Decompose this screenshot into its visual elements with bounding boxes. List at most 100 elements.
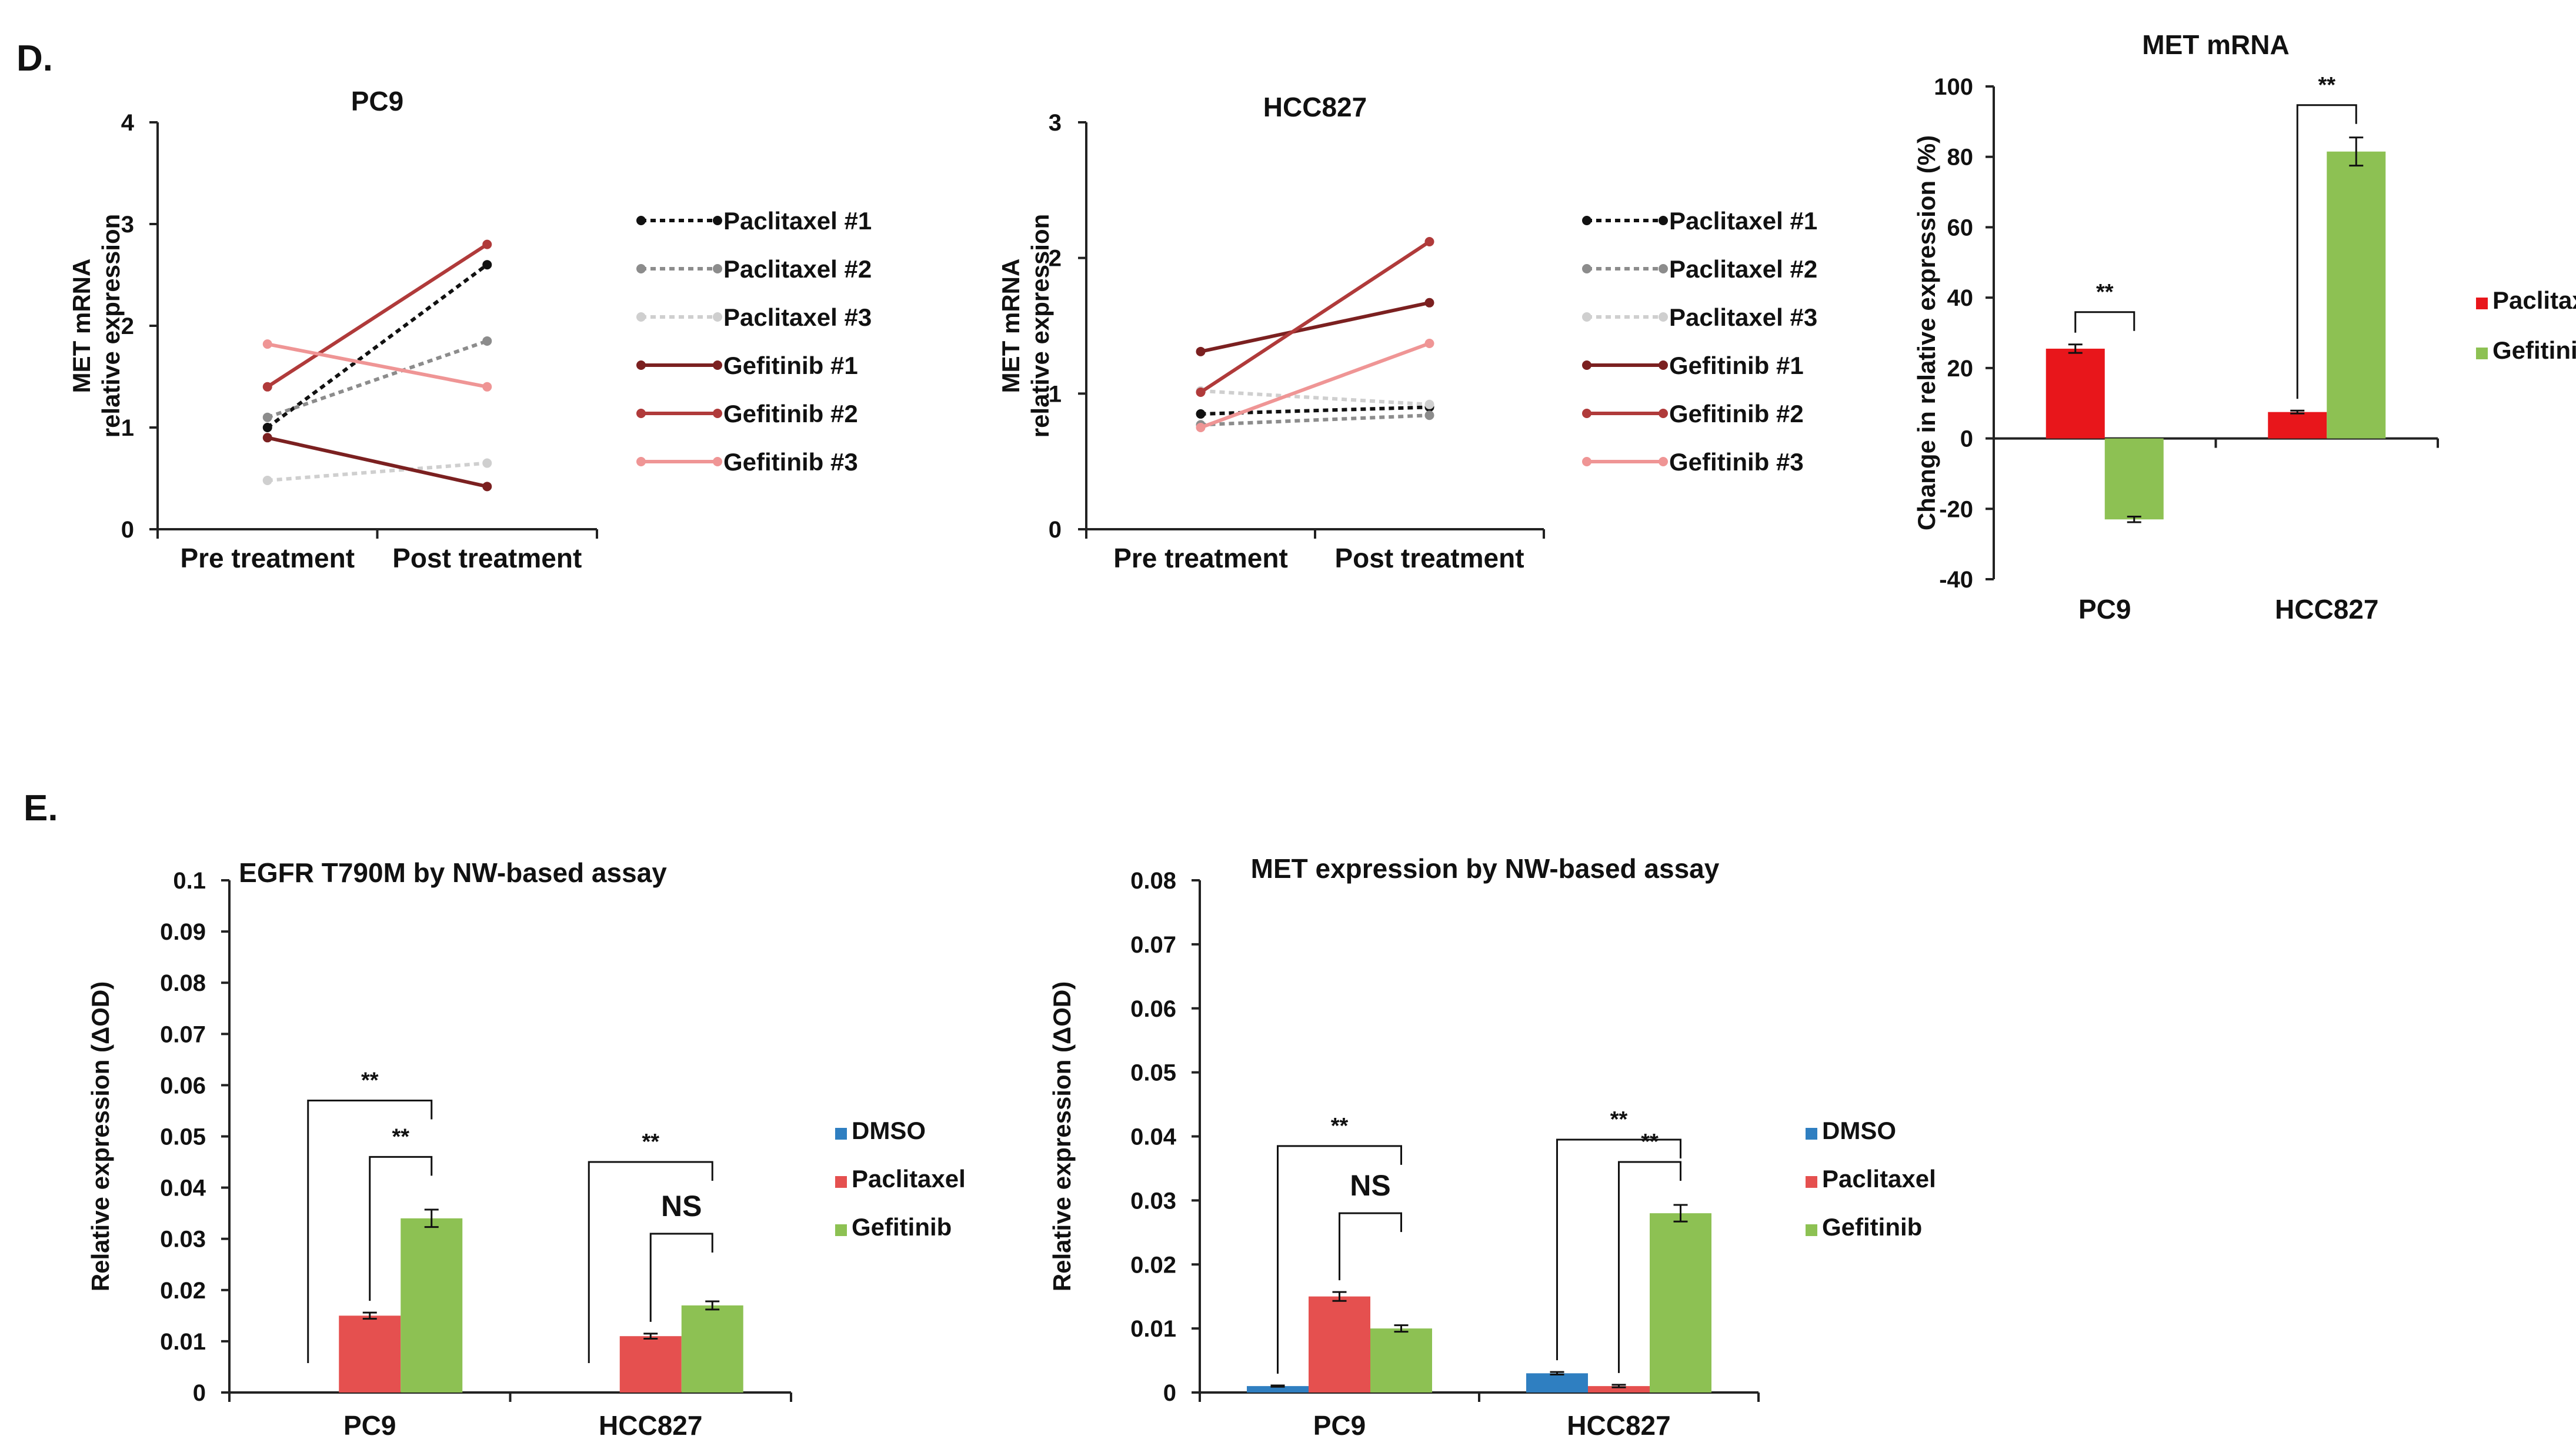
legend-marker-end xyxy=(1659,457,1668,466)
significance-bracket: NS xyxy=(649,1190,713,1322)
significance-label: ** xyxy=(2318,73,2335,98)
series-paclitaxel-2 xyxy=(262,336,492,422)
y-tick-label: 80 xyxy=(1947,145,1974,171)
series-paclitaxel-1 xyxy=(262,260,492,432)
significance-bracket-line xyxy=(369,1156,433,1301)
data-point-gefitinib-3-pre-treatment xyxy=(262,339,272,349)
y-axis-label-line: MET mRNA xyxy=(997,259,1025,393)
data-point-gefitinib-2-post-treatment xyxy=(482,239,492,249)
data-point-gefitinib-3-post-treatment xyxy=(482,382,492,392)
data-point-paclitaxel-3-pre-treatment xyxy=(262,475,272,485)
series-line-paclitaxel-2 xyxy=(1200,413,1430,427)
data-point-paclitaxel-2-post-treatment xyxy=(482,336,492,346)
met-expression-bar-chart: 0 0.01 0.02 0.03 0.04 0.05 0.06 0.07 0.08 PC9 HCC8… xyxy=(1048,853,1936,1441)
legend-marker-start xyxy=(1582,312,1591,322)
significance-bracket: ** xyxy=(2296,73,2357,399)
x-tick-label-post-treatment: Post treatment xyxy=(392,543,582,573)
data-point-gefitinib-2-post-treatment xyxy=(1424,236,1434,246)
legend-marker-end xyxy=(1659,264,1668,273)
series-gefitinib-1 xyxy=(262,433,492,492)
y-tick-label: 0.09 xyxy=(160,919,206,945)
data-point-paclitaxel-1-pre-treatment xyxy=(1196,409,1206,419)
legend-label-paclitaxel: Paclitaxel xyxy=(852,1165,966,1193)
y-tick-label: 0 xyxy=(121,517,134,543)
chart-title: EGFR T790M by NW-based assay xyxy=(239,857,667,888)
y-tick-label: 0.08 xyxy=(1130,868,1176,894)
significance-bracket: ** xyxy=(588,1130,713,1363)
legend-label-gefitinib-1: Gefitinib #1 xyxy=(723,352,858,379)
y-axis-label-line: MET mRNA xyxy=(68,259,95,393)
significance-bracket-line xyxy=(1556,1138,1681,1361)
legend-swatch-gefitinib xyxy=(1806,1224,1817,1236)
legend-marker-start xyxy=(1582,457,1591,466)
y-tick-label: 0.03 xyxy=(1130,1188,1176,1214)
legend-label-gefitinib-2: Gefitinib #2 xyxy=(723,400,858,428)
x-tick-label-hcc827: HCC827 xyxy=(1567,1410,1670,1441)
y-tick-label: -40 xyxy=(1939,567,1973,593)
x-tick-label-pc9: PC9 xyxy=(1313,1410,1366,1441)
significance-label: ** xyxy=(361,1068,379,1093)
y-tick-label: 0 xyxy=(1049,517,1062,543)
legend-swatch-dmso xyxy=(1806,1128,1817,1140)
y-tick-label: 0.06 xyxy=(1130,996,1176,1022)
legend-marker-end xyxy=(1659,312,1668,322)
significance-label: NS xyxy=(1350,1169,1390,1202)
series-line-gefitinib-3 xyxy=(1200,342,1430,429)
legend-marker-end xyxy=(713,312,722,322)
series-gefitinib-2 xyxy=(262,239,492,392)
y-tick-label: 40 xyxy=(1947,285,1974,311)
y-axis-label-line: relative expression xyxy=(1026,214,1054,438)
data-point-gefitinib-3-pre-treatment xyxy=(1196,423,1206,432)
legend-label-dmso: DMSO xyxy=(852,1117,926,1144)
legend-marker-start xyxy=(636,457,646,466)
hcc827-line-chart: 0 1 2 3 Pre treatment Post treatment HCC827 MET… xyxy=(997,92,1817,573)
y-tick-label: 1 xyxy=(121,415,134,441)
significance-bracket-line xyxy=(1339,1212,1402,1281)
legend-marker-start xyxy=(636,216,646,225)
legend-label-gefitinib: Gefitinib xyxy=(852,1213,952,1241)
legend-marker-end xyxy=(713,216,722,225)
series-line-paclitaxel-3 xyxy=(267,461,488,482)
series-line-gefitinib-2 xyxy=(266,243,488,389)
bar-gefitinib-hcc827 xyxy=(1650,1213,1711,1392)
y-tick-label: 4 xyxy=(121,110,135,136)
x-tick-label-pre-treatment: Pre treatment xyxy=(1113,543,1288,573)
legend-label-paclitaxel-3: Paclitaxel #3 xyxy=(723,303,872,331)
legend-label-gefitinib: Gefitinib xyxy=(1822,1213,1922,1241)
significance-bracket-line xyxy=(307,1100,433,1363)
data-point-gefitinib-1-pre-treatment xyxy=(262,433,272,443)
x-tick-label-post-treatment: Post treatment xyxy=(1334,543,1524,573)
legend-swatch-gefitinib xyxy=(2476,348,2488,359)
legend-marker-start xyxy=(1582,409,1591,418)
y-axis-label: MET mRNArelative expression xyxy=(68,214,125,438)
y-tick-label: 0.07 xyxy=(160,1021,206,1047)
legend-marker-end xyxy=(1659,216,1668,225)
legend-marker-start xyxy=(636,360,646,370)
series-line-paclitaxel-1 xyxy=(266,263,489,429)
series-gefitinib-3 xyxy=(262,339,492,392)
data-point-gefitinib-3-post-treatment xyxy=(1424,338,1434,348)
significance-label: ** xyxy=(392,1124,409,1149)
data-point-gefitinib-1-post-treatment xyxy=(1424,298,1434,308)
bar-paclitaxel-hcc827 xyxy=(2268,412,2327,439)
y-tick-label: 0.04 xyxy=(160,1176,206,1201)
bar-gefitinib-hcc827 xyxy=(681,1305,743,1392)
x-tick-label-pc9: PC9 xyxy=(343,1410,396,1441)
significance-label: ** xyxy=(1331,1114,1349,1138)
significance-bracket-line xyxy=(649,1233,713,1322)
y-tick-label: 0.02 xyxy=(160,1278,206,1304)
significance-label: ** xyxy=(1610,1107,1628,1132)
y-tick-label: 0 xyxy=(1960,426,1973,452)
legend-label-gefitinib-3: Gefitinib #3 xyxy=(1669,448,1804,476)
legend-label-dmso: DMSO xyxy=(1822,1117,1896,1144)
panel-label-d: D. xyxy=(16,38,53,79)
y-tick-label: 0.05 xyxy=(160,1124,206,1150)
chart-title: PC9 xyxy=(351,86,403,116)
y-tick-label: 1 xyxy=(1049,381,1062,407)
y-axis-label: Relative expression (ΔOD) xyxy=(86,981,114,1291)
legend-swatch-paclitaxel xyxy=(835,1176,847,1188)
bar-paclitaxel-pc9 xyxy=(339,1315,401,1392)
y-tick-label: 0.01 xyxy=(160,1329,206,1355)
y-tick-label: 0.03 xyxy=(160,1227,206,1253)
